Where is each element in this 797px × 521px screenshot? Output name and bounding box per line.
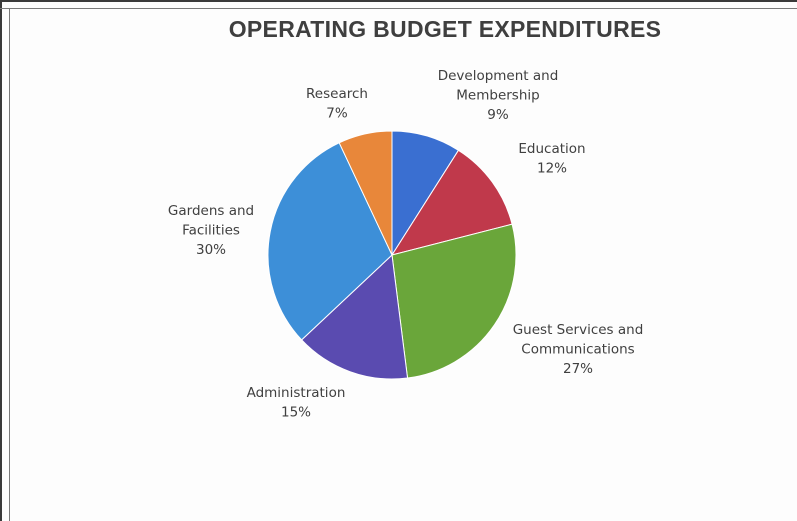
slice-label-development-and-membership: Development and Membership 9%: [438, 68, 559, 123]
pie-slice-administration: [300, 253, 409, 380]
slice-label-gardens-and-facilities: Gardens and Facilities 30%: [168, 203, 254, 258]
pie-slice-guest-services-and-communications: [391, 223, 517, 379]
slice-label-administration: Administration 15%: [247, 385, 346, 421]
slice-label-education: Education 12%: [518, 141, 585, 177]
top-divider: [0, 8, 797, 9]
pie-slice-education: [390, 149, 513, 256]
slice-label-research: Research 7%: [306, 86, 368, 122]
left-divider: [9, 8, 10, 521]
slice-label-guest-services-and-communications: Guest Services and Communications 27%: [513, 322, 644, 377]
pie-slice-gardens-and-facilities: [267, 142, 393, 341]
chart-title: OPERATING BUDGET EXPENDITURES: [228, 16, 662, 42]
pie-slice-research: [338, 130, 393, 256]
